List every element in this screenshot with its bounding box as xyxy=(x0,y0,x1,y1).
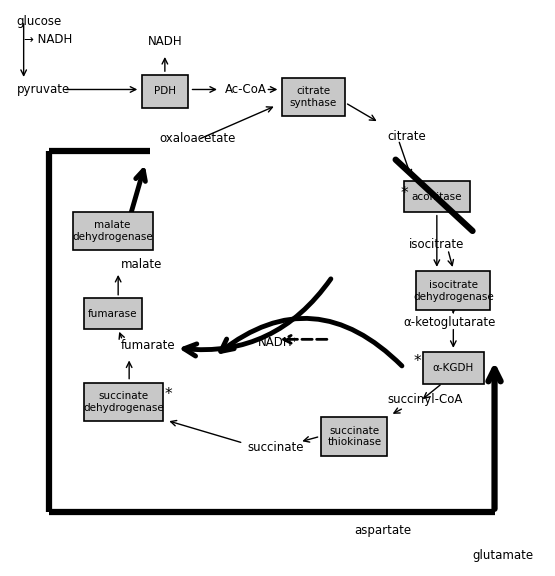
Text: aspartate: aspartate xyxy=(355,524,412,537)
Text: *: * xyxy=(414,354,421,369)
FancyBboxPatch shape xyxy=(423,352,483,384)
FancyBboxPatch shape xyxy=(416,271,491,310)
Text: α-ketoglutarate: α-ketoglutarate xyxy=(404,316,496,329)
Text: → NADH: → NADH xyxy=(24,33,72,46)
Text: isocitrate
dehydrogenase: isocitrate dehydrogenase xyxy=(413,280,494,302)
Text: *: * xyxy=(401,187,408,202)
FancyArrowPatch shape xyxy=(221,319,402,366)
Text: citrate: citrate xyxy=(387,130,426,143)
Text: fumarase: fumarase xyxy=(88,309,138,319)
Text: malate
dehydrogenase: malate dehydrogenase xyxy=(72,220,153,242)
Text: citrate
synthase: citrate synthase xyxy=(290,86,337,108)
Text: α-KGDH: α-KGDH xyxy=(433,363,474,373)
FancyBboxPatch shape xyxy=(73,211,153,251)
FancyArrowPatch shape xyxy=(284,335,327,343)
Text: NADH: NADH xyxy=(148,35,182,48)
Text: malate: malate xyxy=(121,257,162,271)
FancyBboxPatch shape xyxy=(84,382,164,422)
FancyBboxPatch shape xyxy=(281,78,345,116)
FancyBboxPatch shape xyxy=(321,417,387,456)
Text: aconitase: aconitase xyxy=(412,192,462,202)
Text: NADH⁺: NADH⁺ xyxy=(258,336,299,348)
Text: pyruvate: pyruvate xyxy=(17,83,70,96)
Text: oxaloacetate: oxaloacetate xyxy=(159,132,236,145)
Text: succinate
thiokinase: succinate thiokinase xyxy=(327,426,381,447)
Text: PDH: PDH xyxy=(154,86,176,96)
FancyBboxPatch shape xyxy=(84,298,142,329)
Text: glutamate: glutamate xyxy=(472,549,534,562)
Text: succinate
dehydrogenase: succinate dehydrogenase xyxy=(83,391,164,413)
FancyBboxPatch shape xyxy=(142,75,188,108)
FancyArrowPatch shape xyxy=(184,279,331,356)
Text: succinyl-CoA: succinyl-CoA xyxy=(387,393,463,406)
Text: isocitrate: isocitrate xyxy=(410,237,465,251)
FancyBboxPatch shape xyxy=(404,181,470,213)
Text: fumarate: fumarate xyxy=(121,339,175,351)
Text: glucose: glucose xyxy=(17,16,62,28)
Text: succinate: succinate xyxy=(248,441,304,454)
Text: *: * xyxy=(165,386,173,401)
Text: Ac-CoA: Ac-CoA xyxy=(225,83,267,96)
